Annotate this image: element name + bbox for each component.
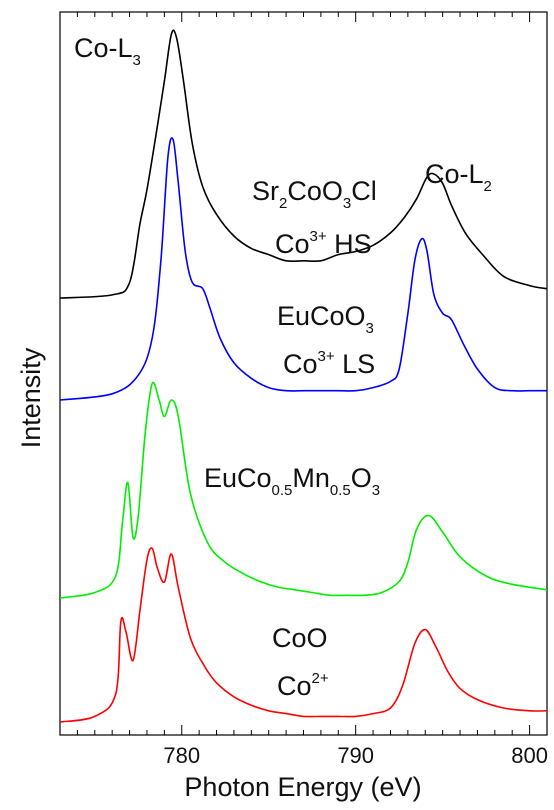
coo-state-label: Co2+ (277, 670, 329, 701)
x-tick-label: 790 (337, 743, 374, 768)
coo-curve (59, 547, 548, 723)
co-l2-label: Co-L2 (425, 159, 492, 195)
euco05mn05o3-curve (59, 381, 548, 599)
co-l3-label: Co-L3 (74, 33, 141, 69)
sr2coo3cl-state-label: Co3+ HS (275, 228, 372, 259)
eucoo3-label: EuCoO3 (277, 301, 374, 337)
sr2coo3cl-curve (59, 29, 548, 299)
x-tick-label: 800 (511, 743, 548, 768)
x-axis-ticks: 780 790 800 (59, 12, 548, 768)
euco05mn05o3-label: EuCo0.5Mn0.5O3 (204, 463, 380, 499)
x-tick-label: 780 (163, 743, 200, 768)
sr2coo3cl-label: Sr2CoO3Cl (252, 176, 377, 212)
spectra-curves (59, 29, 548, 723)
eucoo3-state-label: Co3+ LS (283, 348, 375, 379)
y-axis-label: Intensity (16, 347, 46, 448)
x-axis-label: Photon Energy (eV) (184, 772, 421, 802)
coo-label: CoO (272, 623, 328, 653)
eucoo3-curve (59, 137, 547, 401)
